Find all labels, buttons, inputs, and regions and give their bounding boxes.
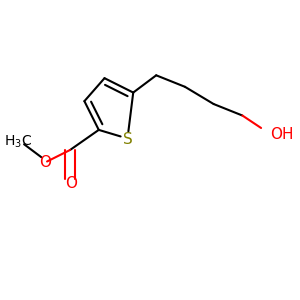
Text: O: O (65, 176, 77, 190)
Text: O: O (40, 155, 52, 170)
Text: H$_3$C: H$_3$C (4, 133, 32, 150)
Text: OH: OH (270, 127, 293, 142)
Text: S: S (123, 132, 132, 147)
